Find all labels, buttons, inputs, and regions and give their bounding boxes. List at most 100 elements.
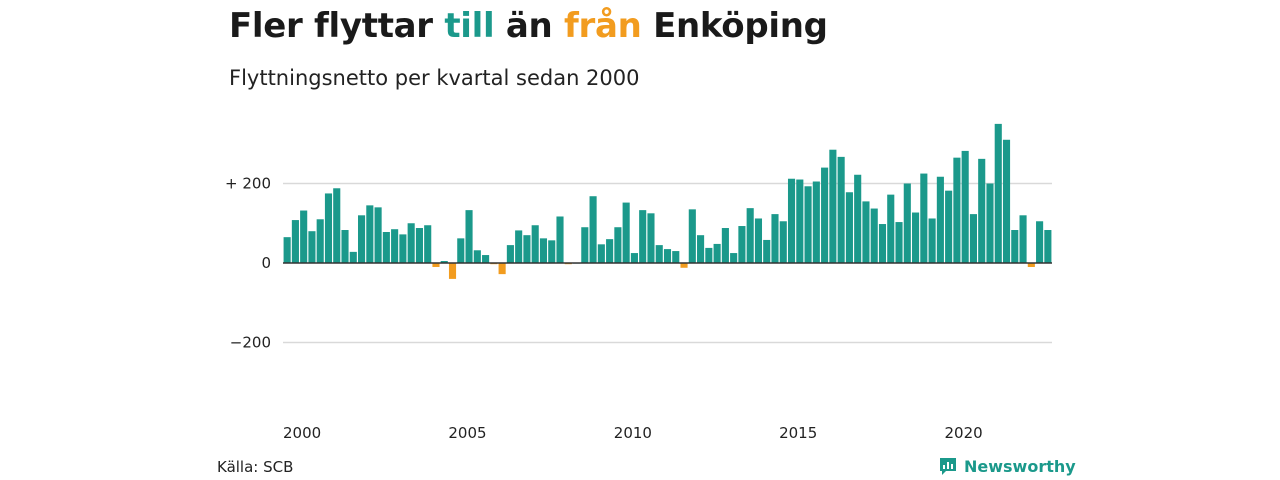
bar-2009K1 xyxy=(581,227,589,263)
bar-2010K1 xyxy=(614,227,622,263)
title-part-3: Enköping xyxy=(653,6,828,46)
brand-name: Newsworthy xyxy=(964,456,1076,476)
bar-2018K1 xyxy=(878,224,887,263)
bar-2012K3 xyxy=(697,235,705,264)
bar-2013K1 xyxy=(713,243,721,263)
bar-2003K2 xyxy=(391,229,399,263)
bar-2019K3 xyxy=(928,218,936,263)
bar-2000K1 xyxy=(283,237,291,263)
bar-2021K4 xyxy=(1002,139,1011,263)
bar-2002K4 xyxy=(374,207,382,263)
bar-2007K4 xyxy=(539,238,548,263)
bar-2017K1 xyxy=(845,192,853,264)
bar-2015K1 xyxy=(779,221,787,263)
bar-2012K4 xyxy=(705,247,713,264)
bar-2017K2 xyxy=(854,174,862,263)
bar-2019K2 xyxy=(920,173,928,263)
bar-2011K2 xyxy=(655,245,663,263)
bar-2007K1 xyxy=(515,230,523,263)
bar-2005K1 xyxy=(448,263,457,279)
bar-2006K4 xyxy=(506,245,514,263)
bar-2000K3 xyxy=(300,210,308,263)
bar-2021K2 xyxy=(986,183,994,263)
brand-logo: Newsworthy xyxy=(938,456,1076,476)
bar-2018K3 xyxy=(895,222,903,263)
bar-2011K1 xyxy=(647,213,655,263)
bar-2010K4 xyxy=(639,210,647,263)
bar-2004K3 xyxy=(432,263,440,267)
bar-2010K3 xyxy=(630,253,638,263)
bar-2011K4 xyxy=(672,251,680,263)
bar-2010K2 xyxy=(622,202,630,263)
bar-2019K4 xyxy=(936,176,944,263)
bar-2002K1 xyxy=(349,251,357,263)
bar-2000K2 xyxy=(291,220,299,263)
bar-2006K3 xyxy=(498,263,506,275)
bar-2022K2 xyxy=(1019,215,1027,263)
bar-2000K4 xyxy=(308,231,316,263)
bars xyxy=(283,123,1052,279)
bar-2005K2 xyxy=(457,238,465,263)
y-axis-labels: + 200 0 −200 xyxy=(225,175,271,352)
x-tick-label: 2020 xyxy=(945,424,983,442)
x-axis-labels: 2000 2005 2010 2015 2020 xyxy=(283,424,983,442)
title-from-word: från xyxy=(564,6,642,46)
bar-2009K2 xyxy=(589,196,597,263)
bar-2004K2 xyxy=(424,225,432,263)
bar-2007K2 xyxy=(523,235,531,264)
bar-2012K1 xyxy=(680,263,688,268)
bar-2004K4 xyxy=(440,261,448,263)
bar-2021K1 xyxy=(978,158,986,263)
title-part-2: än xyxy=(505,6,553,46)
bar-2005K4 xyxy=(473,250,481,263)
y-tick-label: 0 xyxy=(261,254,271,272)
y-tick-label: −200 xyxy=(230,334,271,352)
bar-2004K1 xyxy=(415,228,423,263)
bar-2015K4 xyxy=(804,186,812,263)
bar-2013K2 xyxy=(721,228,729,263)
bar-2014K2 xyxy=(754,218,763,263)
bar-2009K3 xyxy=(597,244,605,263)
bar-2013K4 xyxy=(738,226,746,263)
bar-2021K3 xyxy=(994,123,1002,264)
bar-2008K2 xyxy=(556,216,564,263)
bar-2003K1 xyxy=(382,232,390,264)
bar-2019K1 xyxy=(912,212,920,263)
bar-2016K4 xyxy=(837,156,845,263)
x-tick-label: 2010 xyxy=(614,424,652,442)
bar-2002K2 xyxy=(358,215,366,263)
bar-2005K3 xyxy=(465,210,473,263)
bar-2001K3 xyxy=(333,188,341,263)
bar-2016K1 xyxy=(812,181,820,263)
bar-2018K4 xyxy=(903,183,911,263)
bar-2007K3 xyxy=(531,225,539,263)
x-tick-label: 2000 xyxy=(283,424,321,442)
bar-2020K4 xyxy=(969,214,977,263)
chart-subtitle: Flyttningsnetto per kvartal sedan 2000 xyxy=(229,66,640,90)
x-tick-label: 2005 xyxy=(448,424,486,442)
bar-2011K3 xyxy=(663,249,672,263)
bar-2018K2 xyxy=(887,194,895,263)
source-note: Källa: SCB xyxy=(217,458,294,476)
title-part-1: Fler flyttar xyxy=(229,6,433,46)
bar-2002K3 xyxy=(366,205,374,263)
bar-2020K2 xyxy=(953,157,961,263)
bar-2001K2 xyxy=(324,193,333,263)
bar-2017K3 xyxy=(862,201,870,263)
bar-2015K3 xyxy=(796,179,804,263)
newsworthy-logo-icon xyxy=(940,458,956,475)
bar-2015K2 xyxy=(787,178,796,263)
bar-2006K1 xyxy=(482,255,490,263)
bar-2013K3 xyxy=(730,253,738,263)
bar-2022K1 xyxy=(1011,230,1019,263)
bar-2008K1 xyxy=(548,240,556,263)
bar-2012K2 xyxy=(688,209,696,263)
bar-2022K3 xyxy=(1027,263,1035,267)
bar-2009K4 xyxy=(606,239,614,263)
bar-2016K3 xyxy=(829,149,837,263)
bar-2020K3 xyxy=(961,150,969,263)
bar-2003K4 xyxy=(407,223,415,263)
bar-2001K1 xyxy=(316,219,324,264)
bar-2003K3 xyxy=(399,234,407,263)
